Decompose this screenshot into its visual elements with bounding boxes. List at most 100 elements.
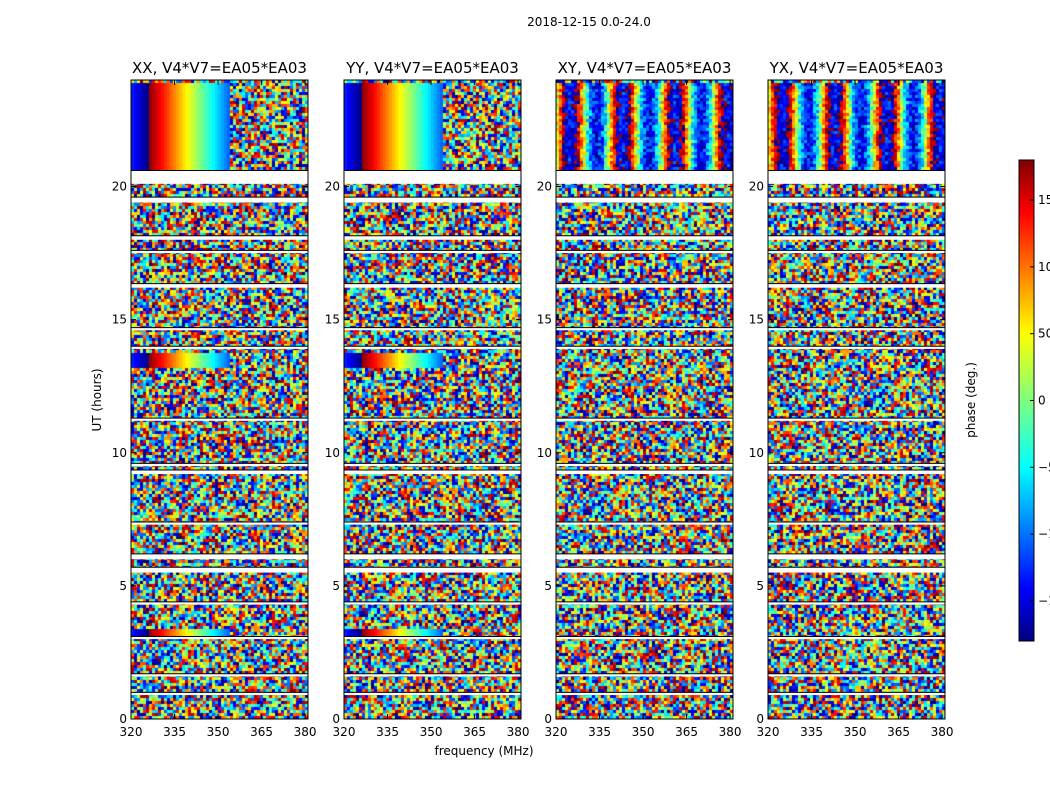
flagged-band [344, 197, 521, 203]
x-tick-label: 350 [844, 725, 867, 739]
phase-heatmap-xy [556, 80, 733, 719]
flagged-band [768, 197, 945, 203]
y-tick-label: 0 [332, 712, 340, 726]
flagged-band [344, 283, 521, 288]
flagged-band [556, 346, 733, 349]
colorbar-tick-label: −50 [1038, 460, 1050, 474]
flagged-band [131, 463, 308, 467]
colorbar-tick-label: 100 [1038, 260, 1050, 274]
flagged-band [556, 327, 733, 331]
flagged-band [344, 567, 521, 573]
y-tick-label: 15 [749, 313, 764, 327]
x-tick-label: 335 [800, 725, 823, 739]
y-tick-label: 20 [112, 180, 127, 194]
panel-xy: XY, V4*V7=EA05*EA03 320 335 350 365 380 0 5 10 15… [537, 59, 742, 739]
flagged-band [344, 235, 521, 240]
flagged-band [131, 673, 308, 677]
flagged-band [344, 692, 521, 696]
flagged-band [556, 567, 733, 573]
flagged-band [556, 636, 733, 640]
flagged-band [344, 521, 521, 525]
colorbar-tick-label: −150 [1038, 594, 1050, 608]
y-tick-label: 5 [332, 579, 340, 593]
panel-frame [343, 79, 522, 720]
panel-frame [767, 79, 946, 720]
x-tick-label: 380 [294, 725, 317, 739]
flagged-band [344, 170, 521, 184]
x-tick-label: 350 [207, 725, 230, 739]
x-tick-label: 365 [887, 725, 910, 739]
flagged-band [768, 250, 945, 254]
phase-heatmap-yx [768, 80, 945, 719]
flagged-band [556, 673, 733, 677]
flagged-band [131, 470, 308, 475]
y-tick-label: 20 [749, 180, 764, 194]
panel-title: YX, V4*V7=EA05*EA03 [769, 59, 944, 77]
flagged-band [768, 346, 945, 349]
panel-title: XY, V4*V7=EA05*EA03 [558, 59, 732, 77]
x-tick-label: 335 [588, 725, 611, 739]
y-tick-label: 5 [756, 579, 764, 593]
flagged-band [344, 673, 521, 677]
x-tick-label: 380 [719, 725, 742, 739]
flagged-band [131, 235, 308, 240]
panel-title: XX, V4*V7=EA05*EA03 [132, 59, 307, 77]
colorbar: −150 −100 −50 0 50 100 150 phase (deg.) [964, 159, 1050, 642]
x-tick-label: 380 [931, 725, 954, 739]
flagged-band [131, 567, 308, 573]
panel-title: YY, V4*V7=EA05*EA03 [345, 59, 519, 77]
flagged-band [768, 235, 945, 240]
flagged-band [768, 673, 945, 677]
y-tick-label: 20 [325, 180, 340, 194]
flagged-band [556, 418, 733, 421]
x-axis-label: frequency (MHz) [434, 744, 533, 758]
flagged-band [344, 418, 521, 421]
flagged-band [768, 521, 945, 525]
flagged-band [131, 418, 308, 421]
y-tick-label: 10 [749, 446, 764, 460]
x-tick-label: 320 [545, 725, 568, 739]
x-tick-label: 365 [675, 725, 698, 739]
colorbar-tick-label: −100 [1038, 527, 1050, 541]
colorbar-label: phase (deg.) [964, 362, 978, 438]
colorbar-tick-label: 50 [1038, 327, 1050, 341]
flagged-band [556, 197, 733, 203]
y-tick-label: 0 [119, 712, 127, 726]
panel-xx: XX, V4*V7=EA05*EA03 320 335 350 365 380 0 5 10 15… [112, 59, 317, 739]
flagged-band [768, 567, 945, 573]
colorbar-tick-label: 0 [1038, 394, 1046, 408]
flagged-band [556, 250, 733, 254]
flagged-band [131, 346, 308, 349]
x-tick-label: 365 [463, 725, 486, 739]
flagged-band [131, 692, 308, 696]
x-tick-label: 350 [420, 725, 443, 739]
flagged-band [131, 283, 308, 288]
flagged-band [344, 636, 521, 640]
colorbar-tick-label: 150 [1038, 193, 1050, 207]
flagged-band [131, 636, 308, 640]
flagged-band [344, 553, 521, 560]
flagged-band [768, 636, 945, 640]
flagged-band [556, 521, 733, 525]
flagged-band [768, 327, 945, 331]
y-tick-label: 15 [537, 313, 552, 327]
panel-yy: YY, V4*V7=EA05*EA03 320 335 350 365 380 0 5 10 15… [325, 59, 530, 739]
x-tick-label: 350 [632, 725, 655, 739]
y-tick-label: 15 [112, 313, 127, 327]
phase-heatmap-xx [131, 80, 308, 719]
flagged-band [344, 327, 521, 331]
flagged-band [768, 418, 945, 421]
x-tick-label: 335 [376, 725, 399, 739]
flagged-band [556, 553, 733, 560]
flagged-band [768, 601, 945, 605]
y-tick-label: 5 [119, 579, 127, 593]
y-axis-label: UT (hours) [90, 368, 104, 431]
x-tick-label: 320 [120, 725, 143, 739]
flagged-band [556, 283, 733, 288]
figure-title: 2018-12-15 0.0-24.0 [527, 15, 651, 29]
y-tick-label: 20 [537, 180, 552, 194]
panel-yx: YX, V4*V7=EA05*EA03 320 335 350 365 380 0 5 10 15… [749, 59, 954, 739]
flagged-band [344, 346, 521, 349]
y-tick-label: 0 [544, 712, 552, 726]
flagged-band [131, 553, 308, 560]
